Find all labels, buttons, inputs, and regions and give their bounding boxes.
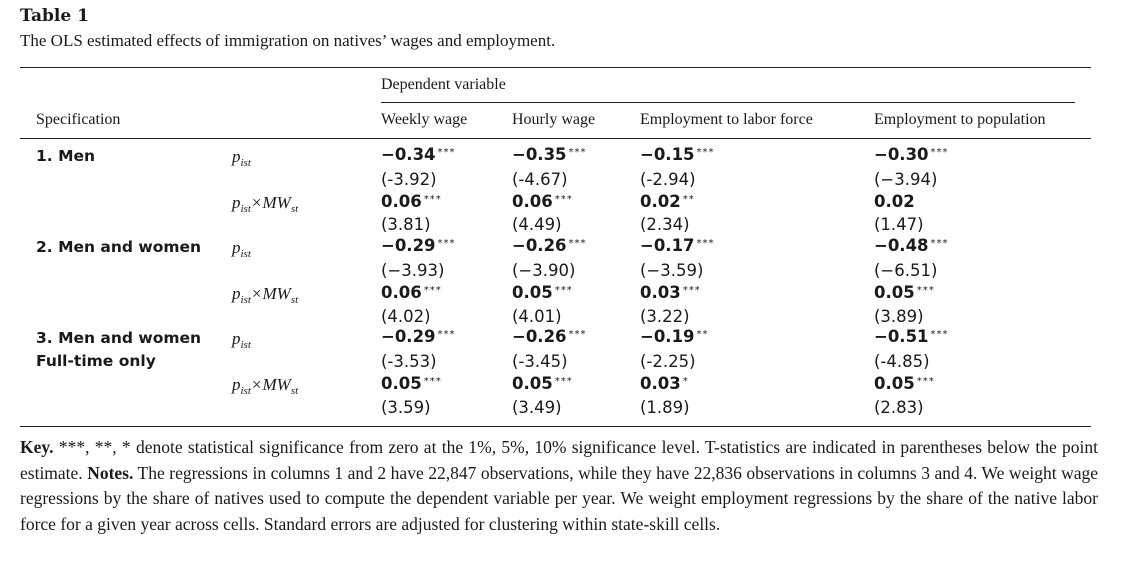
t-stat-cell: (−3.93) bbox=[381, 261, 445, 280]
top-rule bbox=[20, 67, 1091, 68]
significance-stars: *** bbox=[554, 376, 573, 387]
coefficient-cell: 0.05 *** bbox=[381, 374, 442, 393]
significance-stars: *** bbox=[423, 376, 442, 387]
significance-stars: *** bbox=[568, 238, 587, 249]
t-stat-cell: (-2.94) bbox=[640, 170, 696, 189]
significance-stars: *** bbox=[437, 238, 456, 249]
column-header-3: Employment to labor force bbox=[640, 111, 813, 128]
table-label: Table 1 bbox=[20, 6, 89, 26]
significance-stars: *** bbox=[568, 147, 587, 158]
key-text: ***, **, * denote statistical significan… bbox=[20, 437, 1098, 483]
dependent-variable-label: Dependent variable bbox=[381, 76, 506, 93]
t-stat-cell: (1.47) bbox=[874, 215, 924, 234]
t-stat-cell: (2.34) bbox=[640, 215, 690, 234]
coefficient-cell: 0.05 *** bbox=[874, 283, 935, 302]
coefficient-cell: −0.17 *** bbox=[640, 236, 715, 255]
header-rule bbox=[20, 138, 1091, 139]
t-stat-cell: (3.81) bbox=[381, 215, 431, 234]
significance-stars: *** bbox=[696, 147, 715, 158]
t-stat-cell: (-3.92) bbox=[381, 170, 437, 189]
table-caption: The OLS estimated effects of immigration… bbox=[20, 31, 556, 50]
variable-p-ist: pist bbox=[232, 238, 251, 260]
coefficient-cell: −0.35 *** bbox=[512, 145, 587, 164]
coefficient-cell: −0.29 *** bbox=[381, 236, 456, 255]
significance-stars: *** bbox=[930, 329, 949, 340]
notes-text: The regressions in columns 1 and 2 have … bbox=[20, 462, 1098, 534]
coefficient-cell: 0.03 *** bbox=[640, 283, 701, 302]
coefficient-cell: 0.05 *** bbox=[512, 374, 573, 393]
coefficient-cell: −0.15 *** bbox=[640, 145, 715, 164]
column-header-4: Employment to population bbox=[874, 111, 1046, 128]
coefficient-cell: −0.29 *** bbox=[381, 327, 456, 346]
spec-header: Specification bbox=[36, 111, 121, 128]
t-stat-cell: (2.83) bbox=[874, 398, 924, 417]
coefficient-cell: −0.30 *** bbox=[874, 145, 949, 164]
t-stat-cell: (3.59) bbox=[381, 398, 431, 417]
coefficient-cell: −0.26 *** bbox=[512, 327, 587, 346]
coefficient-cell: 0.02 bbox=[874, 192, 915, 211]
key-label: Key. bbox=[20, 437, 54, 457]
significance-stars: *** bbox=[568, 329, 587, 340]
t-stat-cell: (-4.67) bbox=[512, 170, 568, 189]
coefficient-cell: 0.06 *** bbox=[381, 283, 442, 302]
significance-stars: *** bbox=[423, 194, 442, 205]
dependent-variable-rule bbox=[381, 102, 1075, 103]
significance-stars: ** bbox=[682, 194, 695, 205]
spec-label-3: 3. Men and women bbox=[36, 329, 202, 347]
variable-p-ist-x-mw-st: pist×MWst bbox=[232, 375, 299, 397]
coefficient-cell: 0.03 * bbox=[640, 374, 689, 393]
t-stat-cell: (4.02) bbox=[381, 307, 431, 326]
t-stat-cell: (4.49) bbox=[512, 215, 562, 234]
t-stat-cell: (-3.53) bbox=[381, 352, 437, 371]
coefficient-cell: 0.05 *** bbox=[874, 374, 935, 393]
significance-stars: *** bbox=[682, 285, 701, 296]
coefficient-cell: 0.06 *** bbox=[512, 192, 573, 211]
t-stat-cell: (-3.45) bbox=[512, 352, 568, 371]
significance-stars: *** bbox=[554, 285, 573, 296]
significance-stars: *** bbox=[930, 238, 949, 249]
t-stat-cell: (3.89) bbox=[874, 307, 924, 326]
variable-p-ist-x-mw-st: pist×MWst bbox=[232, 193, 299, 215]
t-stat-cell: (3.49) bbox=[512, 398, 562, 417]
significance-stars: *** bbox=[916, 376, 935, 387]
spec-label-1: 1. Men bbox=[36, 147, 96, 165]
significance-stars: *** bbox=[696, 238, 715, 249]
significance-stars: *** bbox=[930, 147, 949, 158]
spec-label-2: 2. Men and women bbox=[36, 238, 202, 256]
significance-stars: ** bbox=[696, 329, 709, 340]
t-stat-cell: (4.01) bbox=[512, 307, 562, 326]
significance-stars: *** bbox=[437, 329, 456, 340]
significance-stars: *** bbox=[437, 147, 456, 158]
t-stat-cell: (-2.25) bbox=[640, 352, 696, 371]
coefficient-cell: 0.06 *** bbox=[381, 192, 442, 211]
notes-label: Notes. bbox=[87, 462, 134, 483]
significance-stars: *** bbox=[916, 285, 935, 296]
coefficient-cell: −0.26 *** bbox=[512, 236, 587, 255]
t-stat-cell: (3.22) bbox=[640, 307, 690, 326]
t-stat-cell: (−3.94) bbox=[874, 170, 938, 189]
bottom-rule bbox=[20, 426, 1091, 427]
column-header-2: Hourly wage bbox=[512, 111, 596, 128]
spec-label-3-line2: Full-time only bbox=[36, 352, 156, 370]
coefficient-cell: −0.51 *** bbox=[874, 327, 949, 346]
variable-p-ist: pist bbox=[232, 147, 251, 169]
coefficient-cell: −0.48 *** bbox=[874, 236, 949, 255]
t-stat-cell: (−3.59) bbox=[640, 261, 704, 280]
coefficient-cell: −0.19 ** bbox=[640, 327, 709, 346]
coefficient-cell: 0.02 ** bbox=[640, 192, 695, 211]
t-stat-cell: (1.89) bbox=[640, 398, 690, 417]
t-stat-cell: (-4.85) bbox=[874, 352, 930, 371]
column-header-1: Weekly wage bbox=[381, 111, 468, 128]
significance-stars: *** bbox=[423, 285, 442, 296]
significance-stars: * bbox=[682, 376, 689, 387]
t-stat-cell: (−3.90) bbox=[512, 261, 576, 280]
variable-p-ist: pist bbox=[232, 329, 251, 351]
table-note: Key. ***, **, * denote statistical signi… bbox=[20, 435, 1098, 537]
variable-p-ist-x-mw-st: pist×MWst bbox=[232, 284, 299, 306]
t-stat-cell: (−6.51) bbox=[874, 261, 938, 280]
coefficient-cell: 0.05 *** bbox=[512, 283, 573, 302]
coefficient-cell: −0.34 *** bbox=[381, 145, 456, 164]
significance-stars: *** bbox=[554, 194, 573, 205]
